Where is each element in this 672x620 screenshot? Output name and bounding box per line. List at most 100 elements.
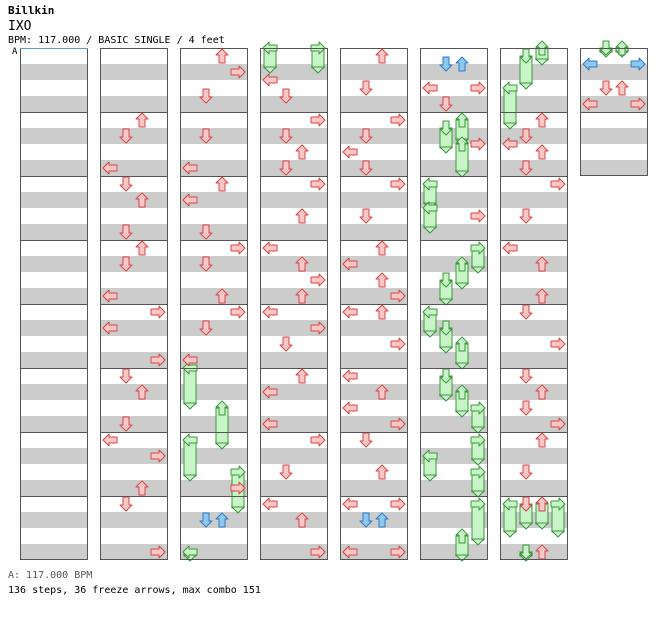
beat-stripe — [420, 128, 488, 144]
step-arrow-up — [215, 176, 229, 192]
column-frames — [20, 48, 648, 560]
beat-stripe — [180, 448, 248, 464]
step-arrow-left — [182, 353, 198, 367]
step-arrow-left — [262, 305, 278, 319]
step-arrow-right — [550, 177, 566, 191]
beat-stripe — [20, 448, 88, 464]
beat-stripe — [20, 64, 88, 80]
freeze-tail-down — [438, 146, 454, 154]
step-arrow-up — [295, 256, 309, 272]
beat-stripe — [340, 416, 408, 432]
beat-stripe — [340, 192, 408, 208]
freeze-head-right-arrow — [230, 465, 246, 479]
step-arrow-up — [375, 512, 389, 528]
freeze-tail-left — [422, 226, 438, 234]
freeze-head-up-arrow — [455, 384, 469, 400]
beat-stripe — [20, 192, 88, 208]
step-arrow-up — [535, 288, 549, 304]
freeze-tail-right — [470, 490, 486, 498]
footer-bpm: A: 117.000 BPM — [8, 570, 93, 581]
beat-stripe — [180, 544, 248, 560]
step-arrow-left — [342, 145, 358, 159]
freeze-tail-right — [470, 458, 486, 466]
beat-stripe — [580, 64, 648, 80]
step-arrow-right — [310, 321, 326, 335]
beat-stripe — [180, 480, 248, 496]
freeze-head-left-arrow — [182, 433, 198, 447]
freeze-tail-left — [182, 474, 198, 482]
beat-stripe — [420, 320, 488, 336]
step-arrow-down — [279, 160, 293, 176]
step-arrow-up — [615, 80, 629, 96]
beat-stripe — [20, 96, 88, 112]
freeze-head-down-arrow — [519, 544, 533, 560]
step-arrow-left — [102, 433, 118, 447]
freeze-head-down-arrow — [439, 120, 453, 136]
beat-stripe — [500, 512, 568, 528]
beat-stripe — [180, 192, 248, 208]
beat-stripe — [340, 320, 408, 336]
beat-stripe — [100, 512, 168, 528]
step-arrow-up — [135, 112, 149, 128]
beat-stripe — [100, 384, 168, 400]
beat-stripe — [420, 256, 488, 272]
step-arrow-down — [199, 512, 213, 528]
step-arrow-up — [535, 144, 549, 160]
beat-stripe — [340, 224, 408, 240]
beat-stripe — [20, 320, 88, 336]
step-arrow-left — [502, 241, 518, 255]
freeze-head-up-arrow — [455, 336, 469, 352]
freeze-head-left-arrow — [422, 201, 438, 215]
step-arrow-left — [342, 257, 358, 271]
step-arrow-up — [375, 240, 389, 256]
freeze-head-up-arrow — [455, 256, 469, 272]
freeze-head-right-arrow — [470, 401, 486, 415]
step-arrow-down — [279, 128, 293, 144]
freeze-body-right — [551, 503, 565, 533]
beat-stripe — [20, 384, 88, 400]
beat-stripe — [260, 224, 328, 240]
beat-stripe — [100, 320, 168, 336]
step-arrow-right — [150, 353, 166, 367]
freeze-body-left — [183, 439, 197, 477]
beat-stripe — [340, 128, 408, 144]
beat-stripe — [420, 544, 488, 560]
beat-stripe — [260, 512, 328, 528]
step-arrow-down — [199, 320, 213, 336]
freeze-tail-right — [230, 506, 246, 514]
beat-stripe — [580, 128, 648, 144]
step-arrow-down — [519, 208, 533, 224]
step-arrow-left — [582, 97, 598, 111]
beat-stripe — [500, 288, 568, 304]
freeze-tail-left — [262, 66, 278, 74]
freeze-tail-right — [470, 266, 486, 274]
column-frame — [180, 48, 248, 560]
beat-stripe — [500, 320, 568, 336]
freeze-head-right-arrow — [470, 497, 486, 511]
step-arrow-down — [359, 160, 373, 176]
step-arrow-left — [182, 161, 198, 175]
beat-stripe — [100, 352, 168, 368]
freeze-tail-left — [422, 474, 438, 482]
step-arrow-right — [310, 545, 326, 559]
step-arrow-up — [295, 288, 309, 304]
step-arrow-left — [582, 57, 598, 71]
step-arrow-right — [470, 81, 486, 95]
beat-stripe — [500, 64, 568, 80]
beat-stripe — [420, 224, 488, 240]
step-arrow-down — [439, 96, 453, 112]
freeze-head-left-arrow — [422, 305, 438, 319]
step-arrow-left — [342, 401, 358, 415]
beat-stripe — [340, 512, 408, 528]
beat-stripe — [100, 128, 168, 144]
step-arrow-right — [230, 481, 246, 495]
step-arrow-right — [230, 241, 246, 255]
beat-stripe — [340, 480, 408, 496]
chart-meta-line: BPM: 117.000 / BASIC SINGLE / 4 feet — [8, 35, 225, 46]
beat-stripe — [100, 192, 168, 208]
freeze-tail-down — [438, 394, 454, 402]
beat-stripe — [100, 416, 168, 432]
beat-stripe — [500, 224, 568, 240]
step-arrow-up — [215, 512, 229, 528]
freeze-tail-down — [518, 82, 534, 90]
